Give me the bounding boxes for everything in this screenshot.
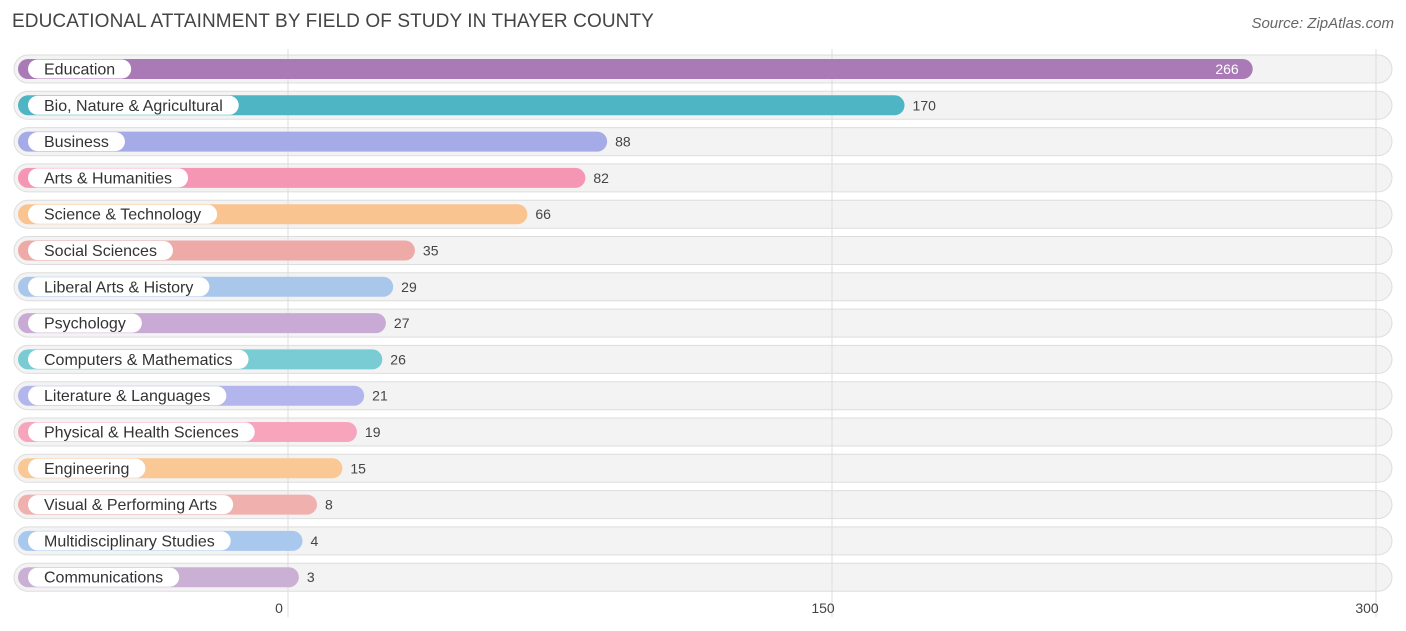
source-credit: Source: ZipAtlas.com [1251,15,1394,32]
category-label: Psychology [44,316,126,333]
category-label-pill [28,386,227,406]
category-label-pill [28,349,249,369]
category-label-pill [28,458,146,478]
category-label: Communications [44,570,163,587]
x-tick-label: 300 [1355,600,1379,616]
category-label-pill [28,313,142,333]
value-label: 29 [401,279,417,295]
row-background [13,453,1393,483]
value-label: 66 [535,206,551,222]
category-label: Arts & Humanities [44,170,172,187]
row-background [13,417,1393,447]
category-label: Bio, Nature & Agricultural [44,98,223,115]
x-tick-label: 0 [275,600,283,616]
value-label: 82 [593,170,609,186]
category-label: Visual & Performing Arts [44,497,217,514]
bar [18,95,905,116]
value-label: 19 [365,424,381,440]
value-label: 170 [913,97,937,113]
category-label-pill [28,95,239,115]
category-label: Business [44,134,109,151]
row-background [13,526,1393,556]
category-label-pill [28,241,173,260]
value-label: 21 [372,388,388,404]
category-label: Social Sciences [44,243,157,260]
category-label-pill [28,59,132,79]
category-label: Liberal Arts & History [44,279,193,296]
category-label: Multidisciplinary Studies [44,533,215,550]
category-label: Engineering [44,461,129,478]
category-label: Science & Technology [44,207,201,224]
category-label: Literature & Languages [44,388,210,405]
category-label-pill [28,495,234,515]
value-label: 27 [394,315,410,331]
value-label: 26 [390,351,406,367]
value-label: 3 [307,569,315,585]
row-background [13,490,1393,520]
category-label: Computers & Mathematics [44,352,233,369]
category-label-pill [28,531,231,551]
category-label-pill [28,567,180,587]
bar [18,131,608,152]
value-label: 8 [325,497,333,513]
category-label-pill [28,422,255,442]
category-label-pill [28,277,210,297]
bar [18,59,1253,79]
x-tick-label: 150 [811,600,835,616]
value-label: 15 [350,460,366,476]
value-label: 266 [1215,61,1239,77]
chart-title: EDUCATIONAL ATTAINMENT BY FIELD OF STUDY… [12,11,654,32]
value-label: 4 [311,533,319,549]
category-label-pill [28,132,125,152]
category-label-pill [28,168,189,188]
row-background [13,562,1393,592]
category-label: Physical & Health Sciences [44,425,239,442]
category-label-pill [28,204,218,224]
value-label: 88 [615,134,631,150]
category-label: Education [44,62,115,79]
value-label: 35 [423,243,439,259]
